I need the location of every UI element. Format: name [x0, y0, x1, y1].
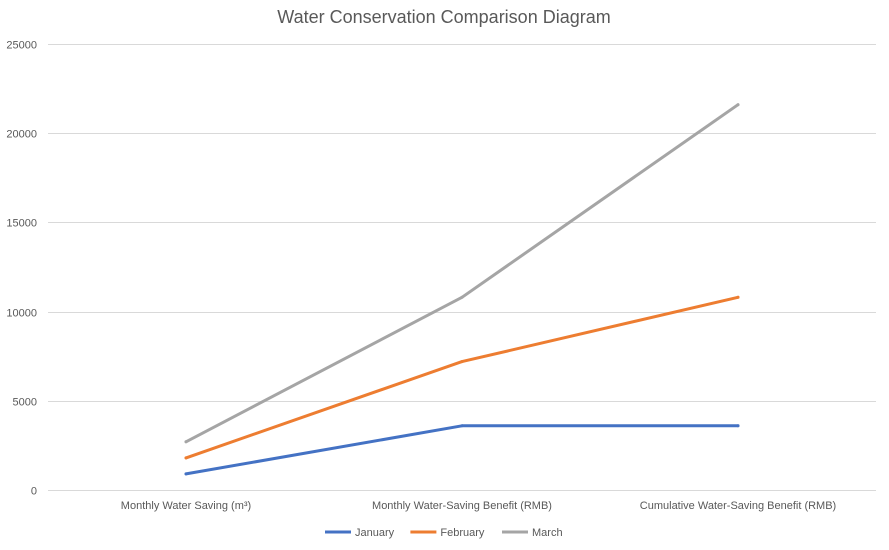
x-tick-label: Cumulative Water-Saving Benefit (RMB)	[640, 500, 836, 512]
y-tick-label: 10000	[6, 308, 37, 320]
data-point-january	[736, 424, 740, 428]
x-axis-tick-labels: Monthly Water Saving (m³) Monthly Water-S…	[121, 500, 836, 512]
series-february	[184, 295, 740, 460]
legend-item-march: March	[502, 527, 563, 539]
legend-label: January	[355, 527, 395, 539]
chart-title: Water Conservation Comparison Diagram	[277, 7, 610, 27]
data-point-february	[184, 456, 188, 460]
data-point-january	[184, 472, 188, 476]
data-point-march	[460, 295, 464, 299]
series-line-february	[184, 295, 740, 460]
y-tick-label: 5000	[13, 397, 37, 409]
y-axis-tick-labels: 0 5000 10000 15000 20000 25000	[6, 40, 37, 498]
y-tick-label: 0	[31, 486, 37, 498]
legend-item-february: February	[410, 527, 485, 539]
x-tick-label: Monthly Water-Saving Benefit (RMB)	[372, 500, 552, 512]
legend-item-january: January	[325, 527, 395, 539]
y-tick-label: 15000	[6, 218, 37, 230]
y-tick-label: 25000	[6, 40, 37, 52]
legend: January February March	[325, 527, 563, 539]
data-point-february	[736, 295, 740, 299]
legend-label: February	[440, 527, 485, 539]
data-point-march	[184, 440, 188, 444]
series-march	[184, 103, 740, 444]
data-point-march	[736, 103, 740, 107]
series-lines	[184, 103, 740, 476]
gridlines	[48, 44, 876, 491]
series-line-march	[184, 103, 740, 444]
data-point-february	[460, 360, 464, 364]
x-tick-label: Monthly Water Saving (m³)	[121, 500, 251, 512]
legend-label: March	[532, 527, 563, 539]
series-line-january	[184, 424, 740, 476]
y-tick-label: 20000	[6, 129, 37, 141]
series-january	[184, 424, 740, 476]
data-point-january	[460, 424, 464, 428]
